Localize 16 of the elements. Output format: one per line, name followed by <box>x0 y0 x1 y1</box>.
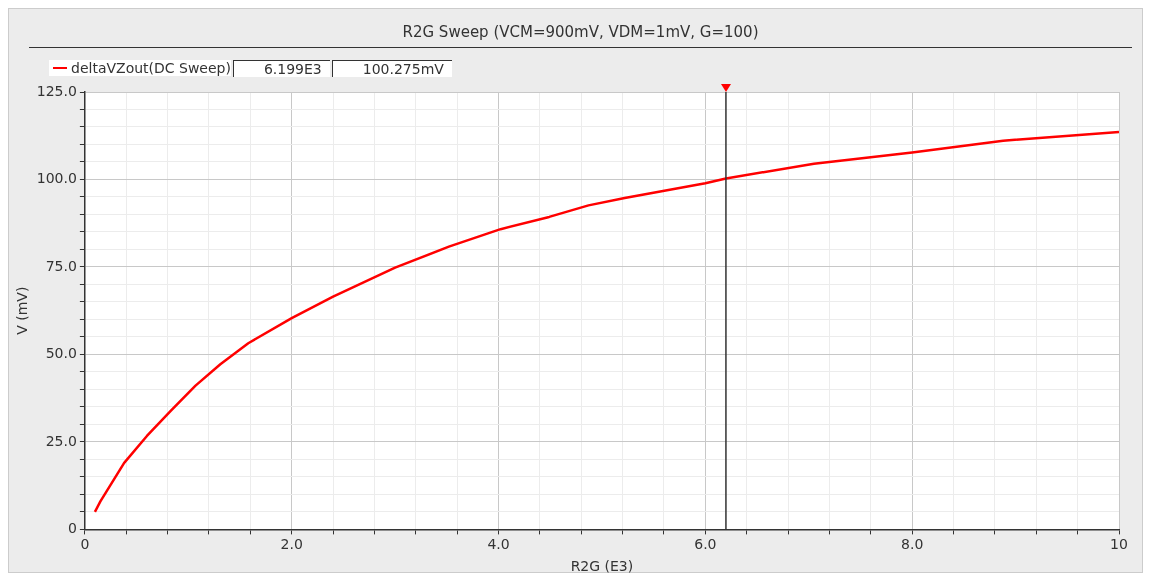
y-tick-label: 125.0 <box>36 82 77 99</box>
y-tick-label: 0 <box>67 520 77 537</box>
x-tick-label: 0 <box>80 536 90 553</box>
y-axis-title: V (mV) <box>14 286 31 335</box>
y-tick-label: 100.0 <box>36 170 77 187</box>
x-tick-label: 8.0 <box>901 536 924 553</box>
y-tick-label: 50.0 <box>45 345 77 362</box>
x-tick-label: 10 <box>1110 536 1128 553</box>
chart-title: R2G Sweep (VCM=900mV, VDM=1mV, G=100) <box>29 9 1132 48</box>
x-tick-label: 6.0 <box>694 536 717 553</box>
x-tick-label: 4.0 <box>487 536 510 553</box>
x-axis-title: R2G (E3) <box>570 558 634 575</box>
y-tick-label: 25.0 <box>45 432 77 449</box>
x-tick-label: 2.0 <box>280 536 303 553</box>
y-tick-label: 75.0 <box>45 257 77 274</box>
legend-label: deltaVZout(DC Sweep) <box>71 60 231 76</box>
